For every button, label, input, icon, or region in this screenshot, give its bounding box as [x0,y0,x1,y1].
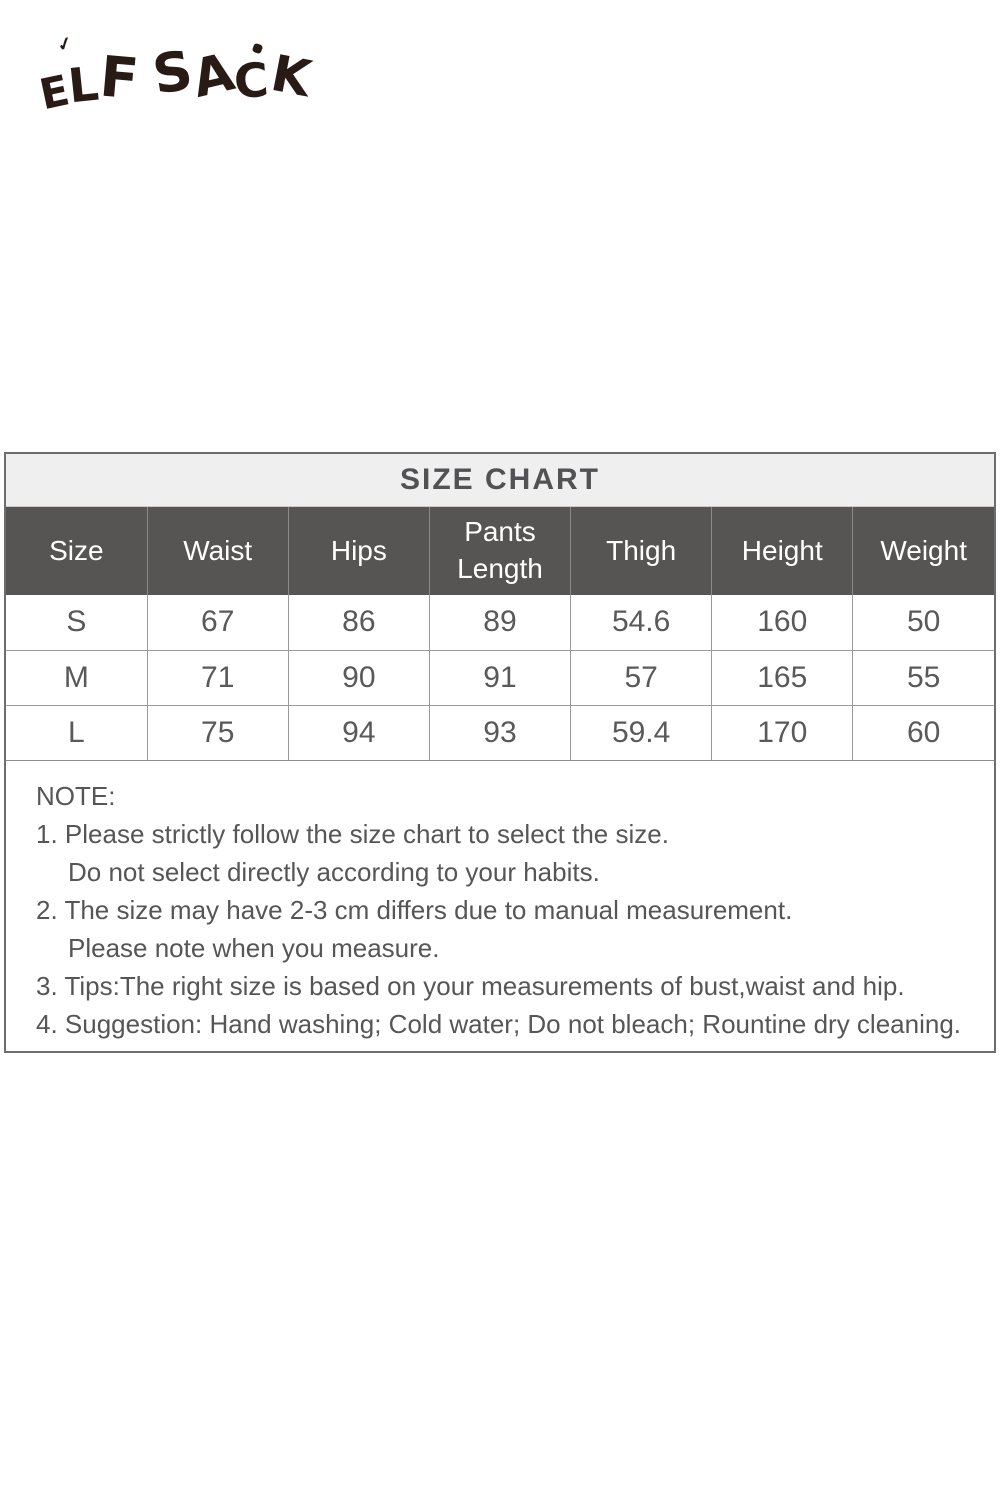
table-cell: 90 [287,649,430,705]
table-cell: 67 [146,595,289,650]
brand-logo: ✓ ELF SACK [35,32,315,130]
size-chart-panel: SIZE CHART Size Waist Hips Pants Length … [4,452,996,1053]
table-cell: 89 [428,595,571,650]
header-cell-thigh: Thigh [570,507,712,595]
logo-letter: K [266,43,316,109]
table-cell: 91 [428,649,571,705]
table-row-l: L 75 94 93 59.4 170 60 [6,704,994,760]
notes-heading: NOTE: [36,781,116,811]
table-cell: 71 [146,649,289,705]
table-cell: L [6,704,148,760]
table-cell: 54.6 [570,595,712,650]
table-cell: 93 [428,704,571,760]
logo-letter: C [232,52,271,111]
header-cell-hips: Hips [287,507,430,595]
table-cell: 170 [711,704,853,760]
table-cell: 57 [570,649,712,705]
logo-letter: L [65,56,101,115]
table-cell: 55 [852,649,994,705]
table-cell: 59.4 [570,704,712,760]
table-cell: 75 [146,704,289,760]
table-cell: 86 [287,595,430,650]
table-cell: M [6,649,148,705]
notes-section: NOTE: 1. Please strictly follow the size… [6,760,994,1051]
note-line-3: 3. Tips:The right size is based on your … [36,971,905,1001]
note-line-4: 4. Suggestion: Hand washing; Cold water;… [36,1009,962,1039]
note-line-1: 1. Please strictly follow the size chart… [36,819,669,849]
header-cell-size: Size [6,507,148,595]
size-chart-title: SIZE CHART [6,454,994,507]
note-line-1b: Do not select directly according to your… [68,857,600,887]
table-row-m: M 71 90 91 57 165 55 [6,649,994,705]
header-cell-height: Height [711,507,853,595]
size-chart-table: Size Waist Hips Pants Length Thigh Heigh… [6,507,994,760]
table-cell: 50 [852,595,994,650]
logo-letter: S [148,38,197,107]
logo-check-accent-icon: ✓ [54,32,76,56]
note-line-2b: Please note when you measure. [68,933,440,963]
table-cell: 60 [852,704,994,760]
header-cell-pants-length: Pants Length [428,507,571,595]
table-cell: 165 [711,649,853,705]
table-header-row: Size Waist Hips Pants Length Thigh Heigh… [6,507,994,595]
header-cell-waist: Waist [146,507,289,595]
table-row-s: S 67 86 89 54.6 160 50 [6,595,994,650]
note-line-2: 2. The size may have 2-3 cm differs due … [36,895,793,925]
table-cell: S [6,595,148,650]
logo-letter: F [96,44,141,113]
header-cell-weight: Weight [852,507,994,595]
table-cell: 94 [287,704,430,760]
table-cell: 160 [711,595,853,650]
